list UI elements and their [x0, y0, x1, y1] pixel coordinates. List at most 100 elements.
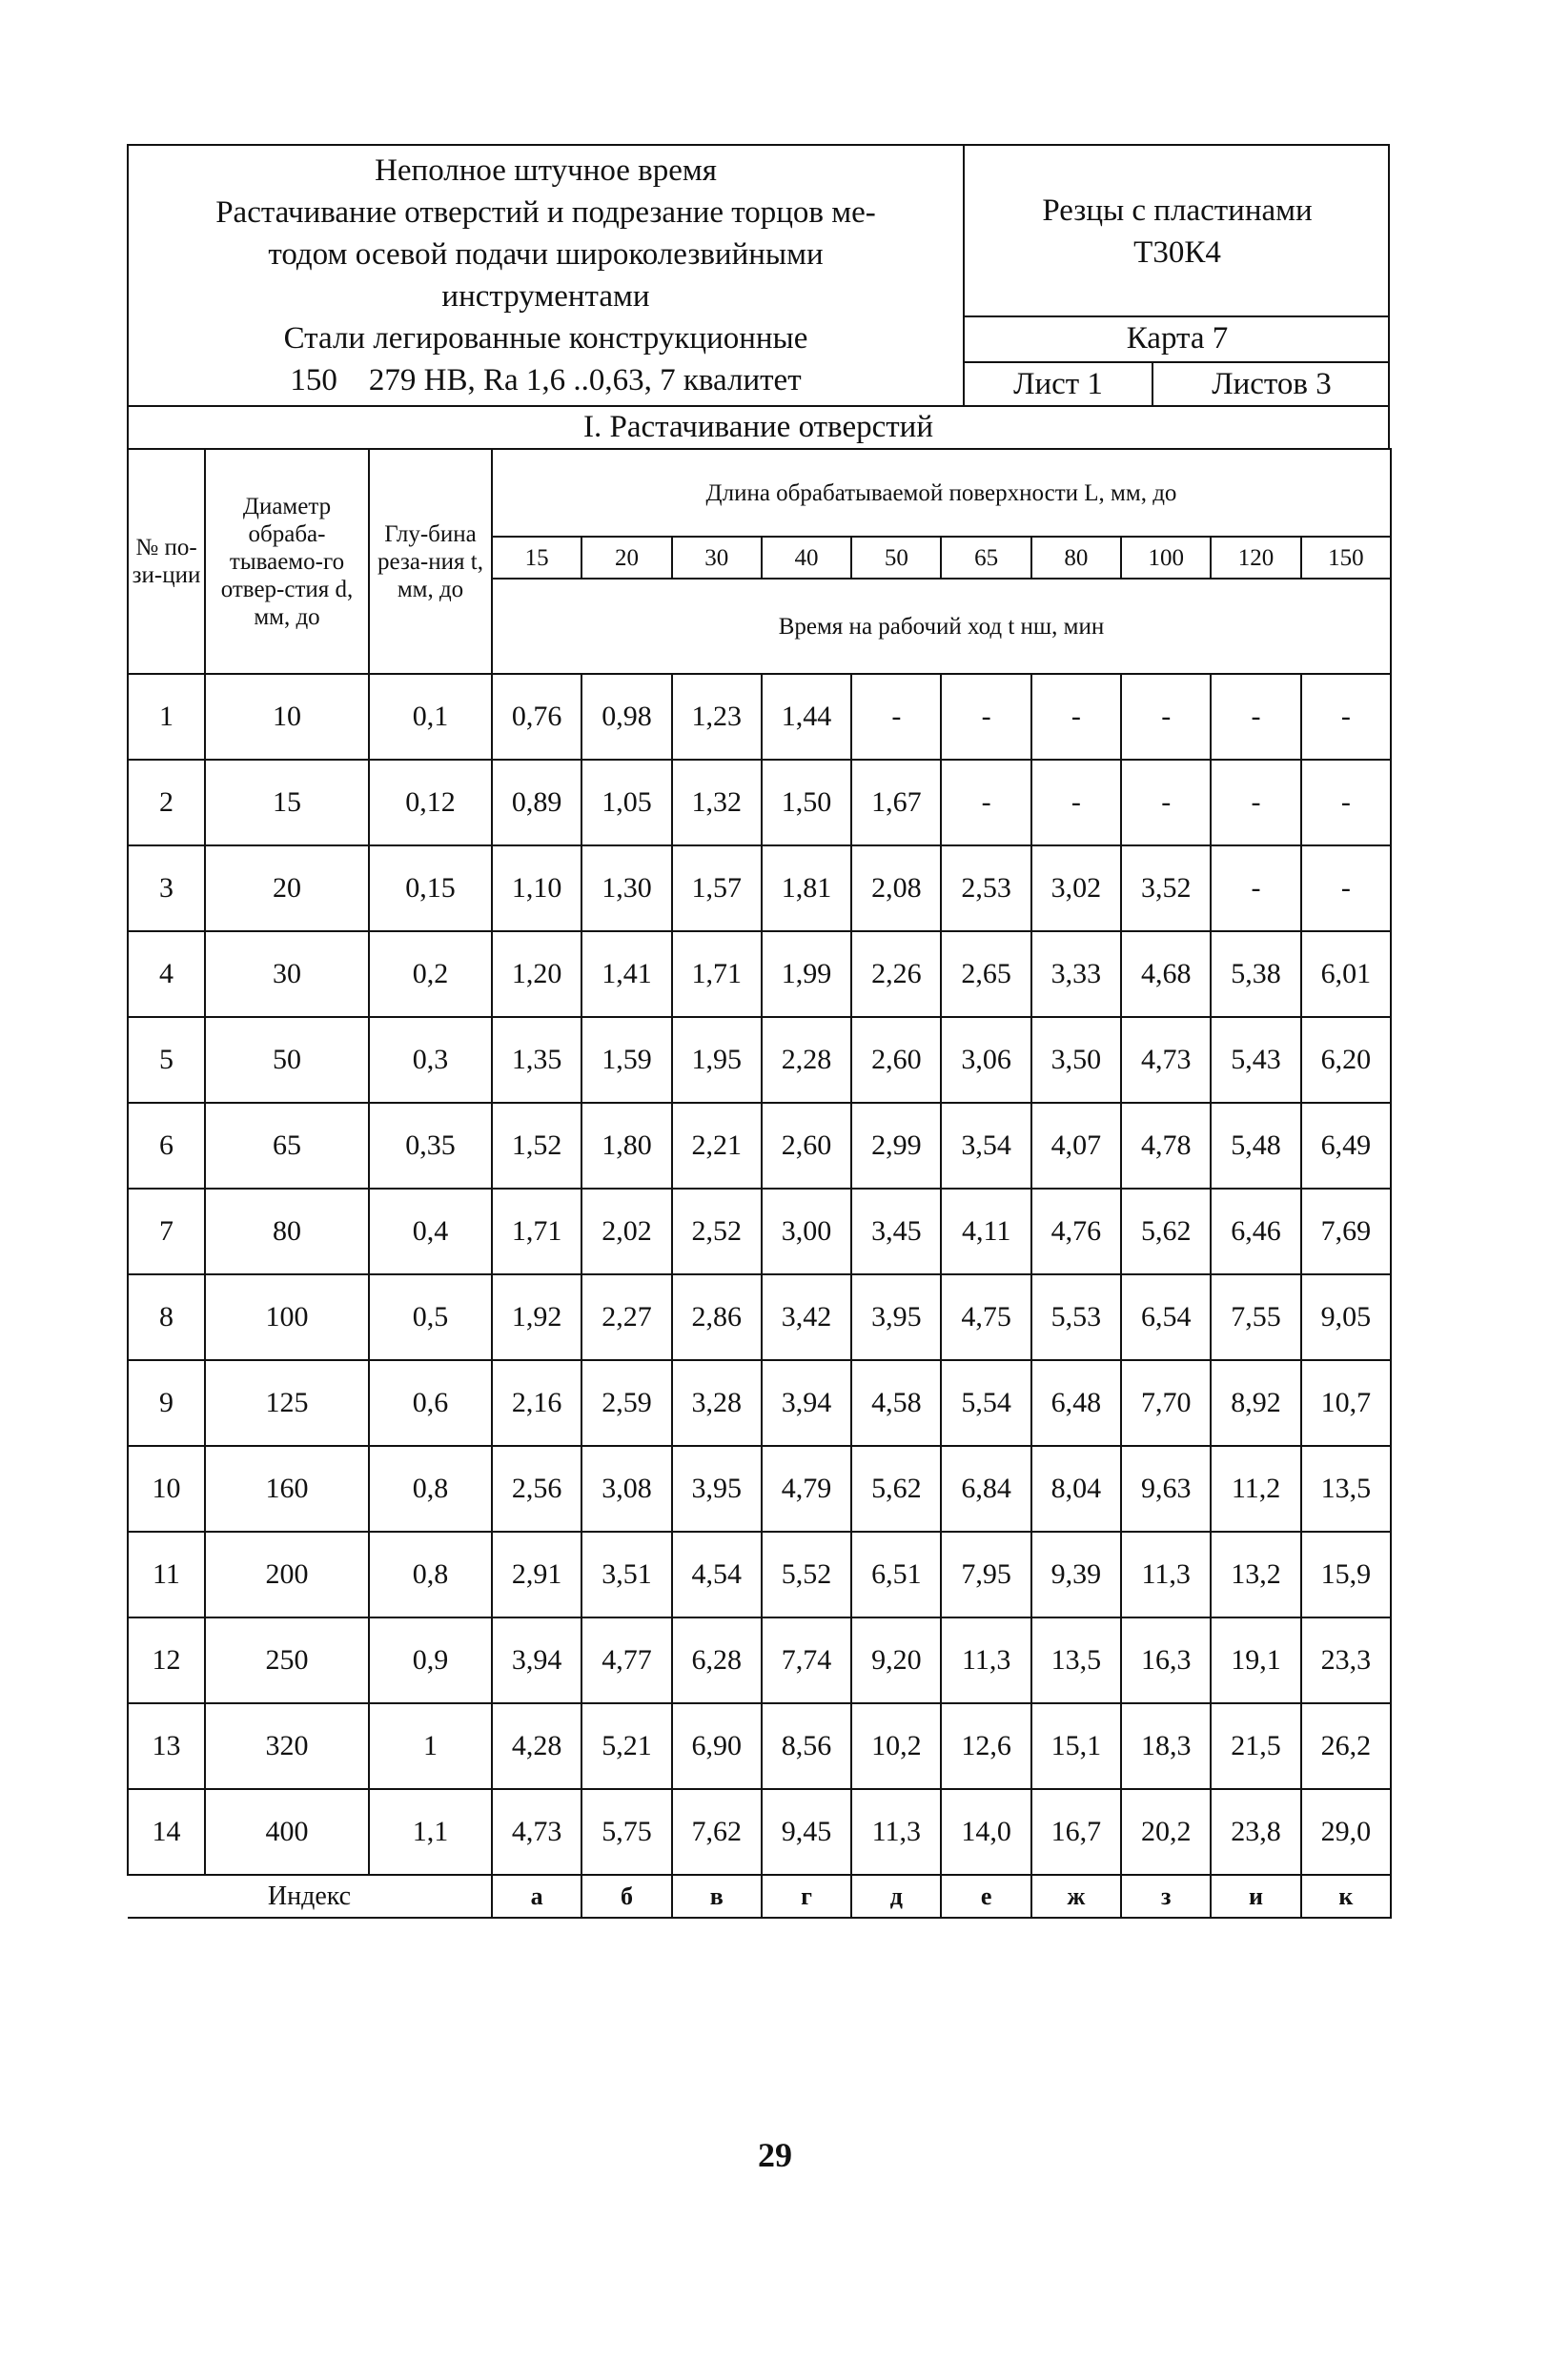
time-cell: 5,21 [581, 1702, 673, 1790]
diameter-cell: 10 [204, 673, 370, 761]
time-cell: - [1120, 673, 1213, 761]
section-title: I. Растачивание отверстий [127, 405, 1390, 450]
time-cell: 1,80 [581, 1102, 673, 1190]
table-row: 3 20 0,15 1,10 1,30 1,57 1,81 2,08 2,53 3,02 3,52-… [127, 844, 1392, 932]
time-cell: 6,01 [1299, 930, 1392, 1018]
time-cell: 6,49 [1299, 1102, 1392, 1190]
sheet-info: Лист 1 Листов 3 [965, 363, 1390, 405]
depth-cell: 0,12 [368, 759, 493, 846]
time-cell: 2,60 [760, 1102, 853, 1190]
time-cell: 1,81 [760, 844, 853, 932]
time-cell: 0,98 [581, 673, 673, 761]
position-cell: 7 [127, 1188, 206, 1275]
time-cell: 9,63 [1120, 1445, 1213, 1533]
time-cell: 8,92 [1210, 1359, 1302, 1447]
diameter-cell: 65 [204, 1102, 370, 1190]
time-cell: 26,2 [1299, 1702, 1392, 1790]
time-cell: 7,95 [940, 1531, 1032, 1618]
time-cell: 8,56 [760, 1702, 853, 1790]
time-cell: 11,3 [850, 1788, 943, 1876]
position-cell: 14 [127, 1788, 206, 1876]
time-cell: 4,68 [1120, 930, 1213, 1018]
time-cell: 9,45 [760, 1788, 853, 1876]
card-title: Неполное штучное время Растачивание отве… [129, 146, 965, 405]
time-cell: 11,2 [1210, 1445, 1302, 1533]
diameter-cell: 15 [204, 759, 370, 846]
time-cell: 1,35 [490, 1016, 583, 1104]
title-line: Стали легированные конструкционные [283, 321, 808, 356]
position-cell: 10 [127, 1445, 206, 1533]
index-letter: б [581, 1874, 673, 1919]
time-cell: 3,52 [1120, 844, 1213, 932]
position-cell: 9 [127, 1359, 206, 1447]
time-cell: 16,7 [1030, 1788, 1123, 1876]
column-header-depth: Глу-бина реза-ния t, мм, до [368, 448, 493, 675]
tool-line: Резцы с пластинами [1042, 193, 1313, 228]
sheets-total: Листов 3 [1212, 367, 1332, 401]
time-cell: 3,94 [760, 1359, 853, 1447]
time-cell: - [1299, 759, 1392, 846]
time-cell: 1,71 [490, 1188, 583, 1275]
diameter-cell: 20 [204, 844, 370, 932]
diameter-cell: 200 [204, 1531, 370, 1618]
time-cell: 0,76 [490, 673, 583, 761]
time-cell: 3,00 [760, 1188, 853, 1275]
time-cell: 3,02 [1030, 844, 1123, 932]
time-cell: 23,8 [1210, 1788, 1302, 1876]
table-row: 9 125 0,6 2,16 2,59 3,28 3,94 4,58 5,54 6,48 7,70 8… [127, 1359, 1392, 1447]
index-letter: е [940, 1874, 1032, 1919]
index-letter: а [490, 1874, 583, 1919]
time-cell: 1,67 [850, 759, 943, 846]
time-cell: 5,62 [850, 1445, 943, 1533]
time-cell: - [1030, 759, 1123, 846]
time-cell: - [850, 673, 943, 761]
table-row: 10 160 0,8 2,56 3,08 3,95 4,79 5,62 6,84 8,04 9,63… [127, 1445, 1392, 1533]
time-cell: 3,54 [940, 1102, 1032, 1190]
time-cell: 23,3 [1299, 1617, 1392, 1704]
time-cell: 0,89 [490, 759, 583, 846]
table-row: 13 320 1 4,28 5,21 6,90 8,56 10,2 12,6 15,1 18,3 21… [127, 1702, 1392, 1790]
time-cell: 2,56 [490, 1445, 583, 1533]
time-cell: 13,5 [1030, 1617, 1123, 1704]
depth-cell: 0,35 [368, 1102, 493, 1190]
position-cell: 12 [127, 1617, 206, 1704]
time-cell: 4,78 [1120, 1102, 1213, 1190]
time-cell: - [1299, 673, 1392, 761]
time-cell: 1,23 [670, 673, 763, 761]
time-cell: - [1210, 759, 1302, 846]
title-line: инструментами [441, 279, 650, 314]
card-header: Неполное штучное время Растачивание отве… [127, 144, 1390, 405]
title-line: Растачивание отверстий и подрезание торц… [215, 195, 876, 230]
time-table: № по-зи-ции Диаметр обраба-тываемо-го от… [127, 448, 1392, 1919]
position-cell: 2 [127, 759, 206, 846]
length-value: 80 [1030, 536, 1123, 580]
time-cell: 4,11 [940, 1188, 1032, 1275]
tool-info: Резцы с пластинами Т30К4 [965, 146, 1390, 317]
index-letter: з [1120, 1874, 1213, 1919]
depth-cell: 0,2 [368, 930, 493, 1018]
depth-cell: 0,8 [368, 1531, 493, 1618]
time-cell: 3,33 [1030, 930, 1123, 1018]
index-letter: и [1210, 1874, 1302, 1919]
time-cell: 7,74 [760, 1617, 853, 1704]
depth-cell: 0,8 [368, 1445, 493, 1533]
time-cell: 1,92 [490, 1273, 583, 1361]
time-cell: 1,32 [670, 759, 763, 846]
position-cell: 1 [127, 673, 206, 761]
title-line: тодом осевой подачи широколезвийными [268, 237, 824, 272]
diameter-cell: 125 [204, 1359, 370, 1447]
time-cell: 13,5 [1299, 1445, 1392, 1533]
time-cell: 7,55 [1210, 1273, 1302, 1361]
index-letter: ж [1030, 1874, 1123, 1919]
time-cell: 2,16 [490, 1359, 583, 1447]
table-row: 4 30 0,2 1,20 1,41 1,71 1,99 2,26 2,65 3,33 4,68 5,… [127, 930, 1392, 1018]
position-cell: 3 [127, 844, 206, 932]
time-cell: 6,20 [1299, 1016, 1392, 1104]
time-cell: 6,28 [670, 1617, 763, 1704]
position-cell: 8 [127, 1273, 206, 1361]
time-cell: 2,21 [670, 1102, 763, 1190]
time-cell: 2,53 [940, 844, 1032, 932]
time-cell: 1,59 [581, 1016, 673, 1104]
column-header-time: Время на рабочий ход t нш, мин [491, 578, 1392, 675]
depth-cell: 0,5 [368, 1273, 493, 1361]
